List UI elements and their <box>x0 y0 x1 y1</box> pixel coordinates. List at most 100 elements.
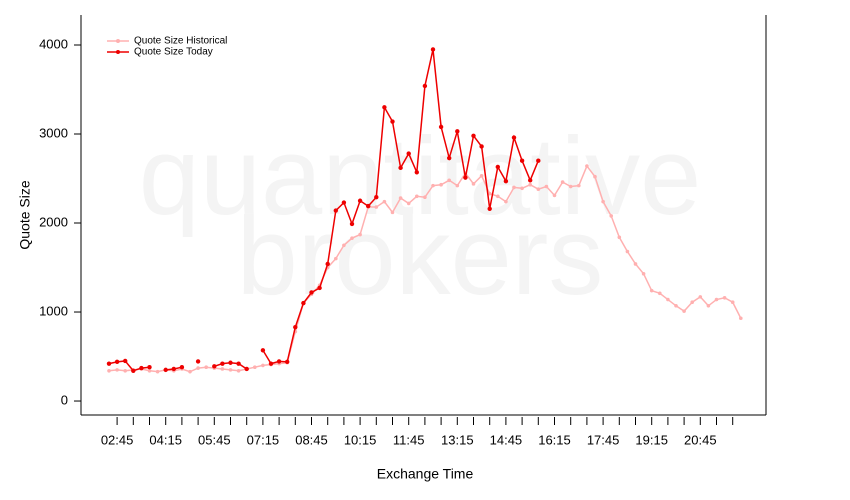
data-point <box>123 358 128 364</box>
data-point <box>179 365 185 370</box>
data-point <box>228 360 233 365</box>
data-point <box>560 180 565 184</box>
data-point <box>358 232 362 237</box>
data-point <box>341 200 347 205</box>
data-point <box>406 151 411 156</box>
data-point <box>228 368 233 372</box>
data-point <box>722 295 727 300</box>
x-tick-label: 11:45 <box>393 432 425 447</box>
y-axis-title: Quote Size <box>17 180 33 249</box>
data-point <box>285 359 290 365</box>
data-point <box>220 361 225 366</box>
data-point <box>625 249 630 254</box>
x-tick-label: 13:15 <box>441 432 474 447</box>
data-point <box>471 182 476 186</box>
data-point <box>334 256 338 261</box>
data-point <box>212 364 217 369</box>
data-point <box>349 221 355 227</box>
data-point <box>511 135 517 140</box>
data-point <box>414 170 419 175</box>
data-point <box>666 297 670 302</box>
watermark: brokers <box>237 195 604 318</box>
y-tick-label: 3000 <box>39 125 68 140</box>
data-point <box>479 174 484 178</box>
data-point <box>357 198 363 203</box>
data-point <box>422 83 428 89</box>
data-point <box>519 158 525 163</box>
legend-marker <box>116 39 120 43</box>
data-point <box>390 210 395 215</box>
x-tick-label: 19:15 <box>635 432 668 447</box>
data-point <box>196 366 200 370</box>
data-point <box>276 359 282 364</box>
data-point <box>147 368 152 373</box>
data-point <box>114 359 120 365</box>
data-point <box>593 174 597 179</box>
data-point <box>714 297 719 302</box>
x-axis-title: Exchange Time <box>377 466 474 482</box>
data-point <box>496 194 500 199</box>
x-tick-label: 02:45 <box>101 432 134 447</box>
data-point <box>512 185 516 190</box>
data-point <box>244 366 249 372</box>
data-point <box>503 178 509 184</box>
data-point <box>293 324 298 330</box>
data-point <box>260 348 266 353</box>
data-point <box>398 196 403 200</box>
data-point <box>415 194 419 199</box>
y-tick-label: 0 <box>61 392 68 407</box>
data-point <box>690 300 694 305</box>
data-point <box>536 187 541 191</box>
data-point <box>123 368 127 373</box>
data-point <box>471 133 476 138</box>
x-tick-label: 04:15 <box>149 432 182 447</box>
legend-marker <box>116 50 120 54</box>
data-point <box>398 165 403 171</box>
data-point <box>366 203 371 209</box>
x-tick-label: 17:45 <box>587 432 620 447</box>
data-point <box>633 262 638 266</box>
data-point <box>261 363 265 368</box>
data-point <box>430 47 436 52</box>
data-point <box>487 191 492 196</box>
y-tick-label: 2000 <box>39 214 68 229</box>
data-point <box>325 261 330 267</box>
data-point <box>455 129 460 134</box>
data-point <box>390 119 395 124</box>
x-tick-label: 05:45 <box>198 432 231 447</box>
data-point <box>382 105 387 110</box>
data-point <box>301 300 306 306</box>
data-point <box>439 182 443 187</box>
data-point <box>495 164 500 170</box>
data-point <box>682 309 686 313</box>
data-point <box>455 183 460 188</box>
data-point <box>730 300 735 305</box>
x-tick-label: 07:15 <box>247 432 280 447</box>
x-tick-label: 16:15 <box>538 432 571 447</box>
data-point <box>333 208 338 213</box>
data-point <box>374 194 379 200</box>
data-point <box>317 285 322 291</box>
data-point <box>536 158 541 163</box>
data-point <box>155 369 160 374</box>
data-point <box>163 367 168 373</box>
data-point <box>609 214 613 218</box>
data-point <box>236 368 241 373</box>
data-point <box>107 368 111 373</box>
y-tick-label: 1000 <box>39 303 68 318</box>
y-tick-label: 4000 <box>39 36 68 51</box>
x-tick-label: 10:15 <box>344 432 377 447</box>
data-point <box>236 361 241 366</box>
data-point <box>528 182 532 187</box>
legend-label: Quote Size Today <box>134 47 213 58</box>
data-point <box>220 367 225 371</box>
data-point <box>171 366 176 372</box>
data-point <box>706 303 711 308</box>
data-point <box>447 155 452 161</box>
x-tick-label: 20:45 <box>684 432 717 447</box>
data-point <box>147 365 152 370</box>
data-point <box>585 164 589 168</box>
data-point <box>568 184 573 189</box>
data-point <box>698 295 703 299</box>
